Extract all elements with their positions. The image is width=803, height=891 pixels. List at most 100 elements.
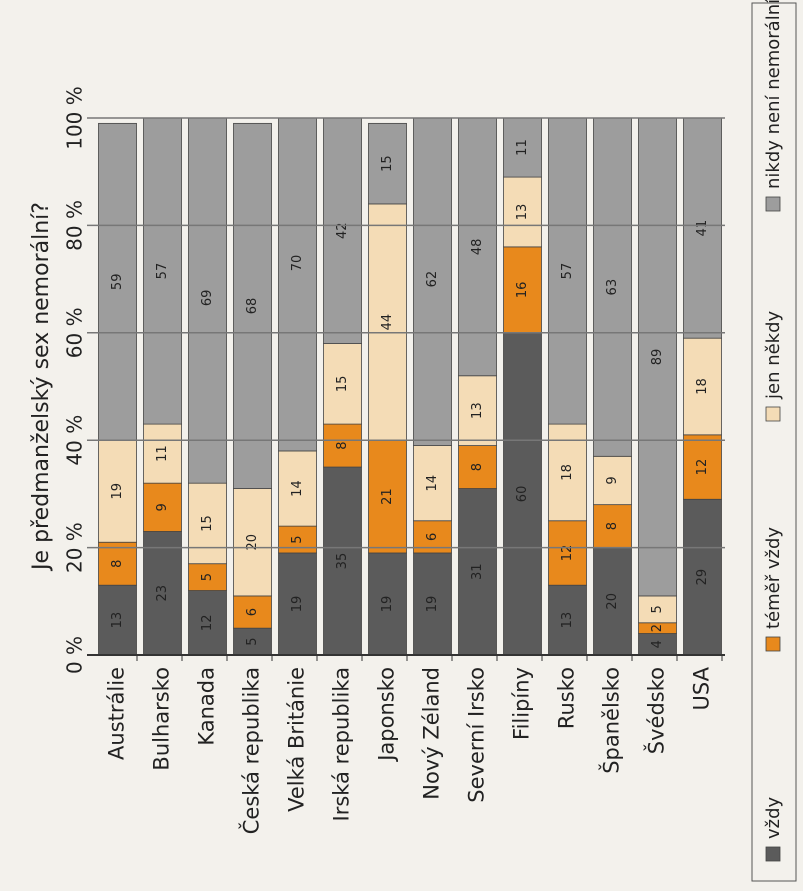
value-label: 13: [110, 612, 125, 629]
bar-segment: [233, 122, 272, 489]
value-label: 35: [335, 553, 350, 570]
legend-box: [751, 2, 797, 882]
value-label: 20: [245, 534, 260, 551]
category-label: Rusko: [555, 667, 579, 729]
legend-label: vždy: [763, 796, 784, 839]
value-label: 12: [200, 615, 215, 632]
x-tick-label: 20 %: [63, 522, 87, 573]
value-label: 60: [515, 486, 530, 503]
value-label: 19: [425, 596, 440, 613]
category-label: Španělsko: [599, 667, 624, 774]
value-label: 29: [695, 569, 710, 586]
bar-segment: [188, 118, 227, 484]
x-tick-label: 100 %: [63, 86, 87, 150]
value-label: 18: [695, 378, 710, 395]
value-label: 19: [380, 596, 395, 613]
value-label: 48: [470, 239, 485, 256]
value-label: 5: [650, 605, 665, 613]
bar-segment: [548, 118, 587, 425]
value-label: 5: [245, 637, 260, 645]
category-label: Severní Irsko: [465, 667, 489, 803]
value-label: 41: [695, 220, 710, 237]
bar-segment: [683, 118, 722, 339]
value-label: 12: [695, 459, 710, 476]
category-label: Japonsko: [375, 667, 399, 763]
value-label: 57: [155, 263, 170, 280]
value-label: 23: [155, 585, 170, 602]
category-label: USA: [690, 666, 714, 710]
value-label: 63: [605, 279, 620, 296]
legend-label: jen někdy: [763, 310, 784, 400]
value-label: 44: [380, 314, 395, 331]
legend-swatch: [765, 406, 781, 422]
value-label: 8: [470, 463, 485, 471]
x-tick-label: 60 %: [63, 307, 87, 358]
value-label: 6: [245, 608, 260, 616]
legend-swatch: [765, 196, 781, 212]
x-tick-label: 80 %: [63, 200, 87, 251]
value-label: 14: [425, 475, 440, 492]
value-label: 13: [515, 204, 530, 221]
value-label: 69: [200, 290, 215, 307]
value-label: 5: [290, 535, 305, 543]
value-label: 6: [425, 533, 440, 541]
value-label: 57: [560, 263, 575, 280]
value-label: 12: [560, 545, 575, 562]
category-label: Česká republika: [239, 667, 264, 834]
category-label: Irská republika: [330, 667, 354, 822]
legend-swatch: [765, 636, 781, 652]
bar-segment: [593, 118, 632, 457]
value-label: 16: [515, 282, 530, 299]
value-label: 19: [110, 483, 125, 500]
value-label: 70: [290, 255, 305, 272]
rotated-frame: Je předmanželský sex nemorální? 13819592…: [29, 0, 797, 882]
value-label: 42: [335, 222, 350, 239]
legend-swatch: [765, 846, 781, 862]
category-label: Austrálie: [105, 667, 129, 760]
value-label: 68: [245, 298, 260, 315]
value-label: 62: [425, 271, 440, 288]
bar-segment: [458, 118, 497, 377]
value-label: 20: [605, 593, 620, 610]
value-label: 8: [110, 560, 125, 568]
bar-segment: [323, 118, 362, 344]
value-label: 4: [650, 640, 665, 648]
value-label: 15: [335, 376, 350, 393]
value-label: 8: [335, 441, 350, 449]
value-label: 8: [605, 522, 620, 530]
value-label: 31: [470, 563, 485, 580]
value-label: 13: [470, 402, 485, 419]
value-label: 15: [200, 515, 215, 532]
value-label: 21: [380, 488, 395, 505]
plot: 1381959239115712515695620681951470358154…: [98, 118, 722, 655]
value-label: 89: [650, 349, 665, 366]
value-label: 11: [155, 445, 170, 462]
category-label: Švédsko: [644, 667, 669, 754]
value-label: 5: [200, 573, 215, 581]
chart-title: Je předmanželský sex nemorální?: [29, 202, 54, 572]
bar-segment: [368, 122, 407, 205]
category-label: Velká Británie: [285, 667, 309, 812]
value-label: 9: [155, 503, 170, 511]
bar-segment: [278, 118, 317, 452]
bar-segment: [413, 118, 452, 446]
category-label: Kanada: [195, 667, 219, 746]
value-label: 11: [515, 139, 530, 156]
value-label: 59: [110, 274, 125, 291]
category-label: Bulharsko: [150, 667, 174, 771]
value-label: 14: [290, 480, 305, 497]
legend-label: téměř vždy: [763, 527, 784, 629]
bar-segment: [638, 118, 677, 597]
x-tick-label: 0 %: [63, 636, 87, 674]
category-label: Filipíny: [510, 667, 534, 740]
value-label: 13: [560, 612, 575, 629]
category-label: Nový Zéland: [420, 667, 444, 800]
value-label: 2: [650, 624, 665, 632]
value-label: 19: [290, 596, 305, 613]
value-label: 18: [560, 464, 575, 481]
x-tick-label: 40 %: [63, 415, 87, 466]
value-label: 15: [380, 155, 395, 172]
bar-segment: [143, 118, 182, 425]
legend-label: nikdy není nemorální: [763, 0, 784, 189]
